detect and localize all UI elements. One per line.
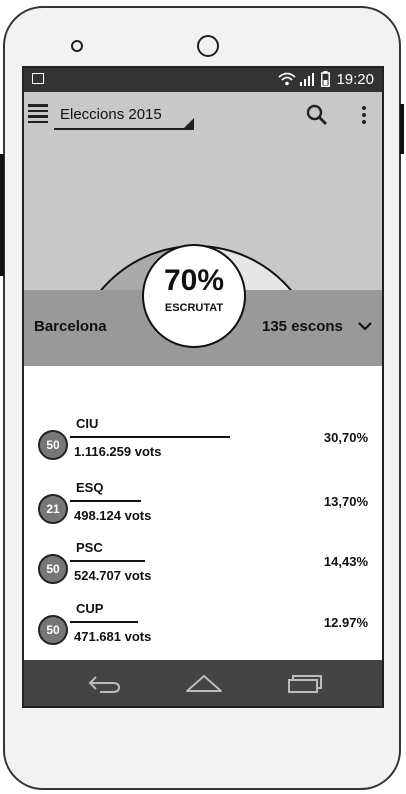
- home-icon[interactable]: [185, 670, 223, 696]
- party-percent: 13,70%: [323, 494, 368, 509]
- scrutiny-label: ESCRUTAT: [164, 302, 224, 314]
- party-vote-bar: [70, 560, 145, 562]
- election-title: Eleccions 2015: [60, 106, 162, 123]
- party-vote-bar: [70, 621, 138, 623]
- screen: 19:20 Eleccions 2015 Barcelona 135 escon…: [22, 66, 384, 708]
- front-camera: [197, 35, 219, 57]
- region-name: Barcelona: [34, 318, 107, 335]
- app-toolbar: Eleccions 2015: [24, 92, 382, 140]
- party-vote-bar: [70, 436, 230, 438]
- power-button: [400, 104, 404, 154]
- chevron-down-icon[interactable]: [357, 320, 373, 332]
- party-name: CUP: [76, 601, 104, 616]
- election-selector[interactable]: Eleccions 2015: [54, 100, 194, 130]
- party-votes: 524.707 vots: [74, 568, 152, 583]
- volume-button: [0, 154, 4, 276]
- party-votes: 471.681 vots: [74, 629, 152, 644]
- clock: 19:20: [336, 71, 374, 88]
- party-row[interactable]: 50 CIU 1.116.259 vots 30,70%: [24, 416, 382, 466]
- party-row[interactable]: 21 ESQ 498.124 vots 13,70%: [24, 480, 382, 530]
- party-vote-bar: [70, 500, 141, 502]
- status-bar: 19:20: [24, 68, 382, 92]
- seat-badge: 50: [38, 430, 68, 460]
- party-percent: 12.97%: [323, 615, 368, 630]
- party-row[interactable]: 50 PSC 524.707 vots 14,43%: [24, 540, 382, 590]
- party-votes: 498.124 vots: [74, 508, 152, 523]
- selector-underline: [54, 128, 194, 130]
- system-nav-bar: [24, 660, 382, 706]
- battery-icon: [321, 71, 330, 87]
- proximity-sensor: [71, 40, 83, 52]
- seat-badge: 50: [38, 554, 68, 584]
- party-name: ESQ: [76, 480, 104, 495]
- dropdown-triangle-icon: [184, 118, 194, 128]
- party-votes: 1.116.259 vots: [74, 444, 162, 459]
- scrutiny-percent: 70%: [163, 264, 225, 297]
- menu-icon[interactable]: [28, 104, 48, 123]
- search-icon[interactable]: [306, 104, 328, 126]
- more-vert-icon[interactable]: [360, 106, 368, 128]
- party-row[interactable]: 50 CUP 471.681 vots 12.97%: [24, 601, 382, 651]
- party-percent: 14,43%: [323, 554, 368, 569]
- seat-badge: 50: [38, 615, 68, 645]
- wifi-icon: [278, 72, 296, 86]
- party-name: PSC: [76, 540, 103, 555]
- recents-icon[interactable]: [286, 670, 324, 696]
- back-icon[interactable]: [86, 670, 122, 696]
- seat-badge: 21: [38, 494, 68, 524]
- party-name: CIU: [76, 416, 99, 431]
- party-percent: 30,70%: [323, 430, 368, 445]
- signal-icon: [300, 73, 314, 86]
- image-icon: [32, 73, 44, 84]
- region-seats: 135 escons: [262, 318, 343, 335]
- party-list: 50 CIU 1.116.259 vots 30,70% 21 ESQ 498.…: [24, 366, 382, 660]
- scrutiny-indicator: 70% ESCRUTAT: [142, 244, 246, 348]
